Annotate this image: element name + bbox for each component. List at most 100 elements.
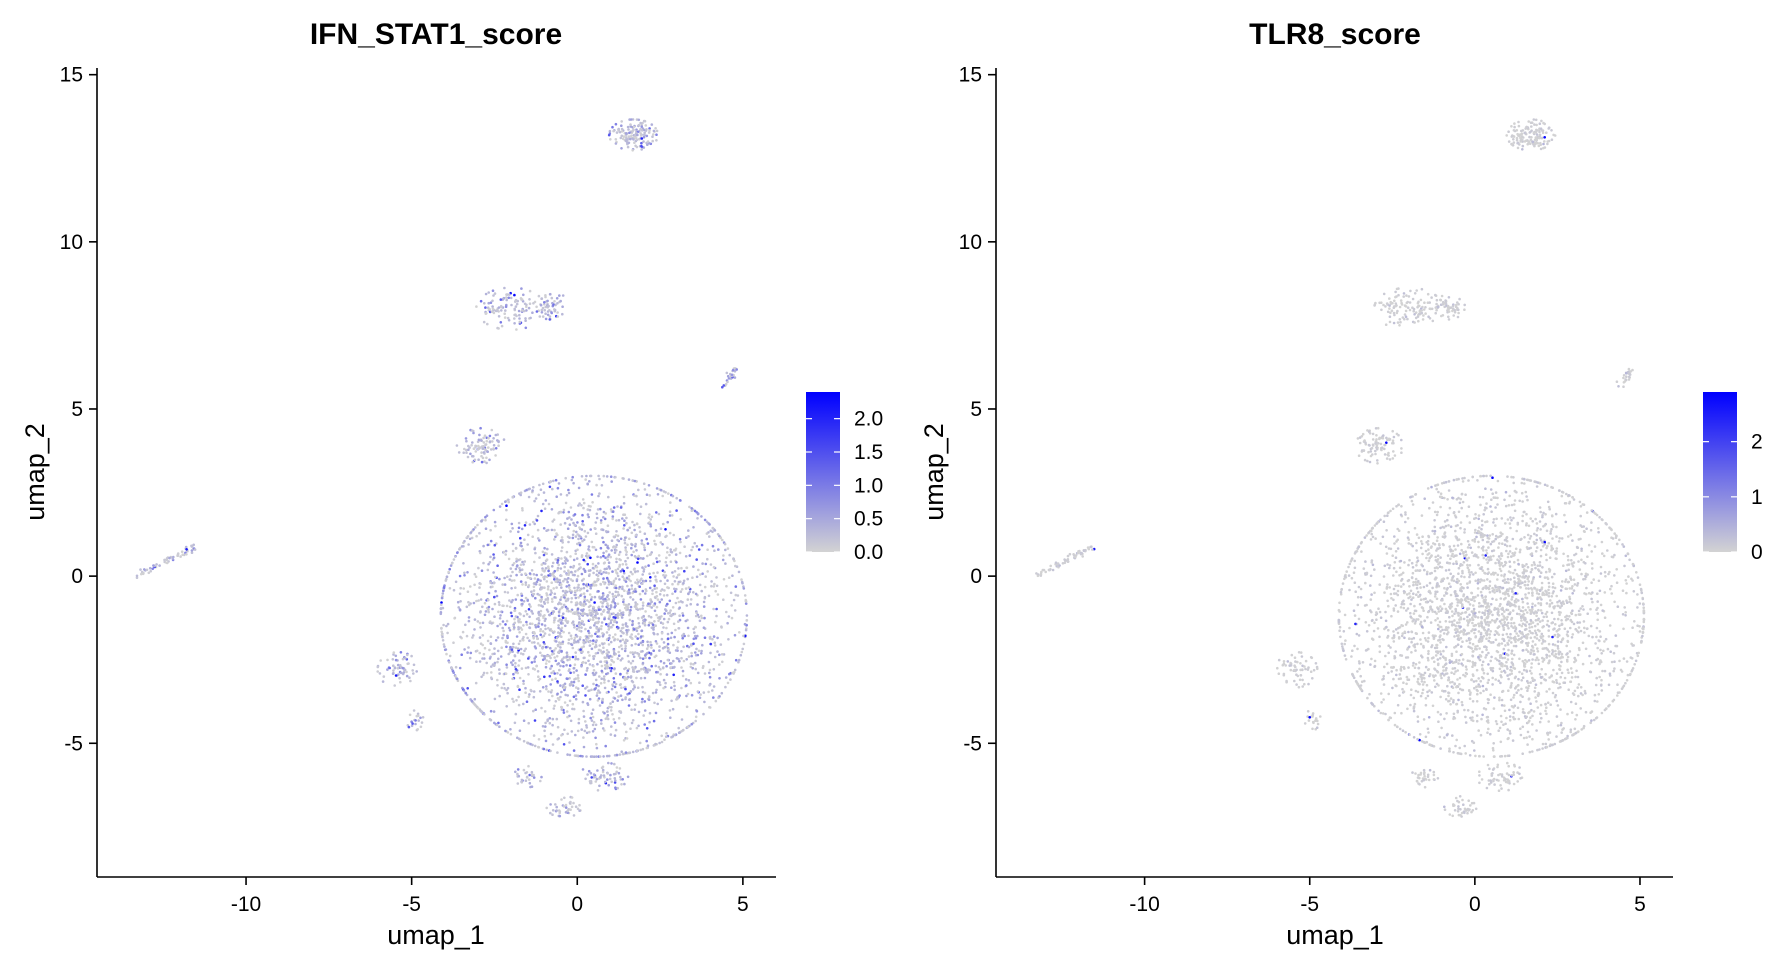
cell-point: [1604, 575, 1607, 578]
cell-point: [1539, 554, 1543, 558]
cell-point: [452, 588, 456, 592]
cell-point: [626, 608, 630, 611]
cell-point: [621, 585, 624, 589]
cell-point: [533, 657, 536, 660]
cell-point: [447, 660, 451, 664]
cell-point: [602, 577, 605, 580]
cell-point: [620, 127, 624, 131]
cell-point: [574, 657, 578, 661]
cell-point: [1485, 558, 1488, 561]
cell-point: [570, 643, 574, 647]
cell-point: [481, 447, 485, 450]
cell-point: [703, 518, 707, 522]
cell-point: [598, 477, 601, 481]
cell-point: [1385, 662, 1389, 666]
cell-point: [1636, 606, 1639, 609]
cell-point: [643, 131, 646, 135]
cell-point: [1553, 654, 1556, 658]
cell-point: [640, 542, 643, 545]
cell-point: [1473, 537, 1477, 541]
cell-point: [662, 626, 665, 629]
cell-point: [510, 303, 513, 307]
cell-point: [441, 639, 445, 642]
cell-point: [1575, 669, 1578, 673]
cell-point: [563, 556, 567, 559]
cell-point: [641, 601, 645, 604]
cell-point: [547, 698, 551, 702]
cell-point: [1338, 629, 1341, 632]
cell-point: [505, 504, 508, 508]
cell-point: [544, 499, 548, 502]
cell-point: [1461, 500, 1465, 504]
cell-point: [584, 554, 588, 558]
cell-point: [503, 583, 507, 586]
cell-point: [1466, 582, 1469, 585]
cell-point: [593, 727, 597, 731]
cell-point: [571, 536, 575, 540]
cell-point: [1535, 485, 1539, 488]
cell-point: [625, 132, 628, 135]
cell-point: [558, 608, 562, 611]
cell-point: [1531, 594, 1534, 597]
cell-point: [545, 748, 549, 752]
cell-point: [551, 743, 555, 746]
cell-point: [474, 450, 478, 453]
cell-point: [1507, 648, 1510, 652]
cell-point: [561, 541, 564, 544]
cell-point: [712, 668, 716, 671]
cell-point: [551, 813, 554, 816]
cell-point: [576, 729, 580, 733]
cell-point: [487, 591, 491, 595]
cell-point: [665, 564, 669, 567]
cell-point: [663, 589, 666, 592]
cell-point: [486, 639, 490, 643]
cell-point: [725, 584, 728, 588]
cell-point: [615, 557, 618, 561]
cell-point: [1601, 552, 1604, 555]
cell-point: [1435, 487, 1438, 491]
cell-point: [625, 138, 628, 142]
cell-point: [630, 587, 634, 590]
cell-point: [533, 645, 537, 648]
cell-point: [610, 539, 614, 542]
cell-point: [1584, 710, 1588, 714]
cell-point: [566, 732, 569, 736]
cell-point: [598, 755, 602, 758]
cell-point: [480, 451, 483, 454]
cell-point: [484, 515, 487, 519]
cell-point: [1456, 611, 1459, 615]
cell-point: [698, 696, 702, 700]
cell-point: [632, 568, 636, 571]
cell-point: [1638, 630, 1642, 633]
cell-point: [1426, 656, 1430, 660]
cell-point: [672, 643, 675, 647]
cell-point: [440, 601, 443, 604]
cell-point: [659, 672, 662, 676]
cell-point: [560, 557, 563, 560]
cell-point: [602, 650, 605, 654]
cell-point: [619, 775, 622, 779]
cell-point: [610, 706, 613, 709]
cell-point: [584, 777, 587, 781]
cell-point: [468, 446, 471, 449]
cell-point: [559, 664, 562, 668]
cell-point: [614, 672, 618, 675]
cell-point: [1540, 581, 1544, 585]
cell-point: [484, 527, 488, 530]
cell-point: [493, 543, 497, 547]
cell-point: [482, 320, 486, 324]
cell-point: [659, 589, 663, 593]
cell-point: [541, 686, 545, 689]
cell-point: [1350, 576, 1354, 580]
cell-point: [490, 310, 494, 314]
cell-point: [567, 510, 571, 514]
cell-point: [707, 594, 711, 598]
cell-point: [539, 303, 543, 307]
cell-point: [584, 687, 587, 690]
cell-point: [1444, 628, 1447, 632]
cell-point: [623, 641, 627, 645]
cell-point: [608, 777, 612, 781]
cell-point: [605, 586, 609, 590]
cell-point: [517, 526, 521, 530]
cell-point: [512, 562, 516, 565]
